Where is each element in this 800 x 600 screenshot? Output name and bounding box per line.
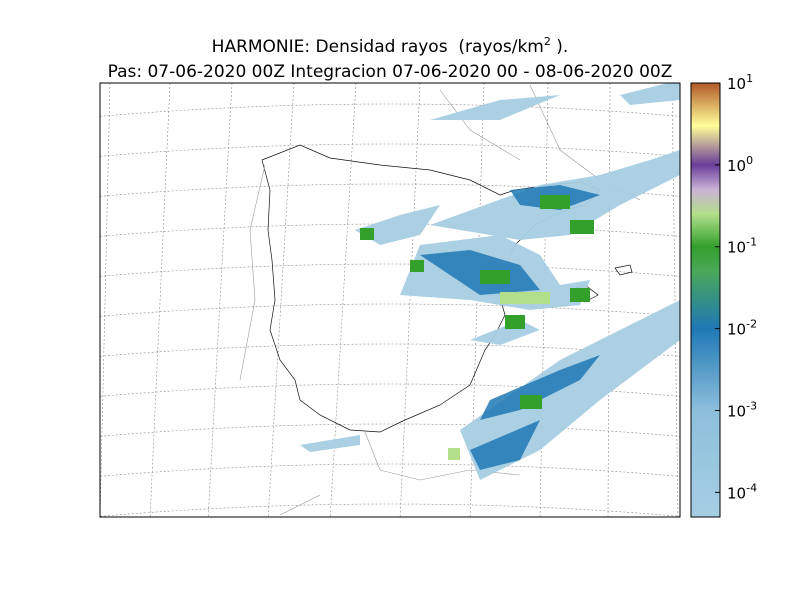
colorbar-tick-label: 10-1 <box>727 236 757 257</box>
colorbar-tick-label: 10-4 <box>727 481 757 502</box>
colorbar-tick-label: 10-2 <box>727 318 757 339</box>
tick-base: 10 <box>727 157 746 175</box>
colorbar <box>690 82 721 518</box>
colorbar-tick-label: 101 <box>727 72 753 93</box>
title-line2: Pas: 07-06-2020 00Z Integracion 07-06-20… <box>108 62 673 82</box>
title-end: ). <box>551 37 568 57</box>
map <box>100 83 680 517</box>
coastline-far <box>239 84 641 516</box>
tick-exponent: 1 <box>746 72 753 85</box>
tick-base: 10 <box>727 239 746 257</box>
title-superscript: 2 <box>544 35 551 48</box>
colorbar-tick-label: 10-3 <box>727 399 757 420</box>
tick-base: 10 <box>727 75 746 93</box>
tick-exponent: -1 <box>746 236 757 249</box>
tick-base: 10 <box>727 321 746 339</box>
title-line1: HARMONIE: Densidad rayos (rayos/km2 ). <box>212 35 569 57</box>
tick-exponent: -3 <box>746 399 757 412</box>
tick-exponent: -2 <box>746 318 757 331</box>
map-frame <box>99 82 681 518</box>
tick-exponent: 0 <box>746 154 753 167</box>
tick-exponent: -4 <box>746 481 757 494</box>
colorbar-tick-label: 100 <box>727 154 753 175</box>
tick-base: 10 <box>727 484 746 502</box>
title-text: HARMONIE: Densidad rayos (rayos/km <box>212 37 544 57</box>
precipitation <box>300 83 680 480</box>
graticule <box>100 83 680 517</box>
tick-base: 10 <box>727 402 746 420</box>
